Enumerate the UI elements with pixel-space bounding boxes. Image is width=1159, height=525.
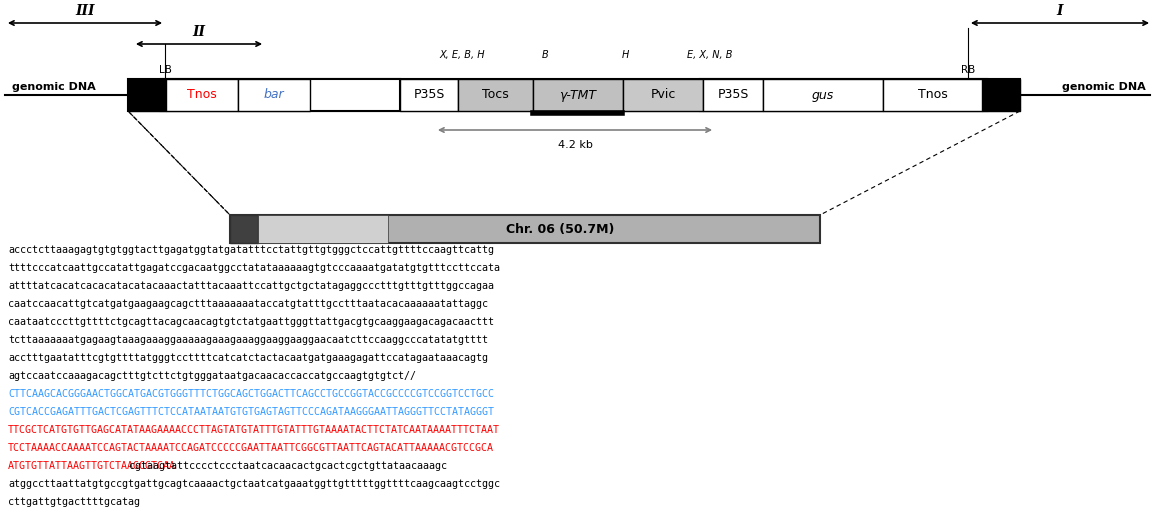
Text: ttttcccatcaattgccatattgagatccgacaatggcctatataaaaaagtgtcccaaaatgatatgtgtttccttcca: ttttcccatcaattgccatattgagatccgacaatggcct… — [8, 263, 500, 273]
Text: TTCGCTCATGTGTTGAGCATATAAGAAAACCCTTAGTATGTATTTGTATTTGTAAAATACTTCTATCAATAAAATTTCTA: TTCGCTCATGTGTTGAGCATATAAGAAAACCCTTAGTATG… — [8, 425, 500, 435]
Text: Pvic: Pvic — [650, 89, 676, 101]
Bar — [258, 215, 388, 243]
Text: CTTCAAGCACGGGAACTGGCATGACGTGGGTTTCTGGCAGCTGGACTTCAGCCTGCCGGTACCGCCCCGTCCGGTCCTGC: CTTCAAGCACGGGAACTGGCATGACGTGGGTTTCTGGCAG… — [8, 389, 494, 399]
Text: tcttaaaaaaatgagaagtaaagaaaggaaaaagaaagaaaggaaggaaggaacaatcttccaaggcccatatatgtttt: tcttaaaaaaatgagaagtaaagaaaggaaaaagaaagaa… — [8, 335, 488, 345]
Text: Chr. 06 (50.7M): Chr. 06 (50.7M) — [505, 223, 614, 236]
Text: 4.2 kb: 4.2 kb — [557, 140, 592, 150]
Text: genomic DNA: genomic DNA — [12, 82, 96, 92]
Text: CGTCACCGAGATTTGACTCGAGTTTCTCCATAATAATGTGTGAGTAGTTCCCAGATAAGGGAATTAGGGTTCCTATAGGG: CGTCACCGAGATTTGACTCGAGTTTCTCCATAATAATGTG… — [8, 407, 494, 417]
Text: Tnos: Tnos — [187, 89, 217, 101]
Text: X, E, B, H: X, E, B, H — [439, 50, 484, 60]
Bar — [883, 79, 982, 111]
Text: H: H — [621, 50, 628, 60]
Bar — [166, 79, 238, 111]
Text: γ-TMT: γ-TMT — [560, 89, 597, 101]
Text: gus: gus — [811, 89, 834, 101]
Text: RB: RB — [961, 65, 975, 75]
Text: III: III — [75, 4, 95, 18]
Bar — [458, 79, 533, 111]
Text: P35S: P35S — [717, 89, 749, 101]
Text: P35S: P35S — [414, 89, 445, 101]
Text: ATGTGTTATTAAGTTGTCTAAGCGTCAA: ATGTGTTATTAAGTTGTCTAAGCGTCAA — [8, 461, 176, 471]
Bar — [238, 79, 309, 111]
Bar — [763, 79, 883, 111]
Text: E, X, N, B: E, X, N, B — [687, 50, 732, 60]
Bar — [624, 79, 704, 111]
Text: genomic DNA: genomic DNA — [1063, 82, 1146, 92]
Bar — [982, 79, 1020, 111]
Text: bar: bar — [264, 89, 284, 101]
Bar — [533, 79, 624, 111]
Text: agtccaatccaaagacagctttgtcttctgtgggataatgacaacaccaccatgccaagtgtgtct//: agtccaatccaaagacagctttgtcttctgtgggataatg… — [8, 371, 416, 381]
Text: attttatcacatcacacatacatacaaactatttacaaattccattgctgctatagaggccctttgtttgtttggccaga: attttatcacatcacacatacatacaaactatttacaaat… — [8, 281, 494, 291]
Text: accctcttaaagagtgtgtggtacttgagatggtatgatatttcctattgttgtgggctccattgttttccaagttcatt: accctcttaaagagtgtgtggtacttgagatggtatgata… — [8, 245, 494, 255]
Bar — [229, 215, 821, 243]
Polygon shape — [700, 79, 1020, 111]
Text: atggccttaattatgtgccgtgattgcagtcaaaactgctaatcatgaaatggttgtttttggttttcaagcaagtcctg: atggccttaattatgtgccgtgattgcagtcaaaactgct… — [8, 479, 500, 489]
Text: caataatcccttgttttctgcagttacagcaacagtgtctatgaattgggttattgacgtgcaaggaagacagacaactt: caataatcccttgttttctgcagttacagcaacagtgtct… — [8, 317, 494, 327]
Bar — [127, 79, 1020, 111]
Text: cttgattgtgacttttgcatag: cttgattgtgacttttgcatag — [8, 497, 140, 507]
Text: Tocs: Tocs — [482, 89, 509, 101]
Text: I: I — [1057, 4, 1063, 18]
Text: TCCTAAAACCAAAATCCAGTACTAAAATCCAGATCCCCCGAATTAATTCGGCGTTAATTCAGTACATTAAAAACGTCCGC: TCCTAAAACCAAAATCCAGTACTAAAATCCAGATCCCCCG… — [8, 443, 494, 453]
Bar — [127, 79, 166, 111]
Text: Tnos: Tnos — [918, 89, 947, 101]
Text: LB: LB — [159, 65, 172, 75]
Bar — [229, 215, 258, 243]
Polygon shape — [127, 79, 400, 111]
Bar — [704, 79, 763, 111]
Bar — [400, 79, 458, 111]
Text: II: II — [192, 25, 205, 39]
Text: caatccaacattgtcatgatgaagaagcagctttaaaaaaataccatgtatttgcctttaatacacaaaaaatattaggc: caatccaacattgtcatgatgaagaagcagctttaaaaaa… — [8, 299, 488, 309]
Text: acctttgaatatttcgtgttttatgggtccttttcatcatctactacaatgatgaaagagattccatagaataaacagtg: acctttgaatatttcgtgttttatgggtccttttcatcat… — [8, 353, 488, 363]
Text: B: B — [541, 50, 548, 60]
Text: cgtaagtattcccctccctaatcacaacactgcactcgctgttataacaaagc: cgtaagtattcccctccctaatcacaacactgcactcgct… — [129, 461, 447, 471]
